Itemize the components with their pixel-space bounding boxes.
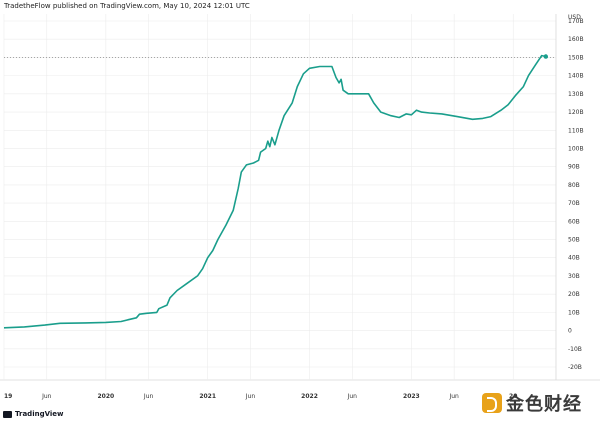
grid-lines bbox=[0, 14, 600, 381]
y-tick-label: 30B bbox=[568, 273, 580, 280]
x-tick-label: 2020 bbox=[97, 393, 114, 400]
y-tick-label: 130B bbox=[568, 91, 584, 98]
y-tick-label: 90B bbox=[568, 164, 580, 171]
x-axis: 19 Jun 2020 Jun 2021 Jun 2022 Jun 2023 Jun 20 bbox=[4, 393, 517, 400]
x-tick-label: Jun bbox=[448, 393, 459, 400]
x-tick-label: Jun bbox=[143, 393, 154, 400]
currency-label: USD bbox=[568, 14, 581, 21]
y-tick-label: 100B bbox=[568, 145, 584, 152]
x-tick-label: 2022 bbox=[301, 393, 318, 400]
y-tick-label: 150B bbox=[568, 54, 584, 61]
y-tick-label: 140B bbox=[568, 73, 584, 80]
watermark: 金色财经 bbox=[482, 390, 582, 416]
x-tick-label: 20 bbox=[509, 393, 517, 400]
tradingview-icon bbox=[3, 410, 12, 418]
x-tick-label: 2021 bbox=[199, 393, 216, 400]
y-tick-label: 80B bbox=[568, 182, 580, 189]
y-tick-label: 110B bbox=[568, 127, 584, 134]
jinse-logo-icon bbox=[482, 393, 502, 413]
chart-header: TradetheFlow published on TradingView.co… bbox=[4, 2, 250, 10]
y-tick-label: 20B bbox=[568, 291, 580, 298]
y-tick-label: 0 bbox=[568, 328, 572, 335]
y-tick-label: 10B bbox=[568, 309, 580, 316]
y-tick-label: 50B bbox=[568, 237, 580, 244]
y-axis: 170B 160B 150B 140B 130B 120B 110B 100B 90B 80B 70… bbox=[568, 18, 584, 371]
x-tick-label: Jun bbox=[347, 393, 358, 400]
y-tick-label: 160B bbox=[568, 36, 584, 43]
x-tick-label: Jun bbox=[41, 393, 52, 400]
y-tick-label: -10B bbox=[568, 346, 582, 353]
x-tick-label: Jun bbox=[245, 393, 256, 400]
x-tick-label: 19 bbox=[4, 393, 12, 400]
y-tick-label: 170B bbox=[568, 18, 584, 25]
y-tick-label: -20B bbox=[568, 364, 582, 371]
y-tick-label: 120B bbox=[568, 109, 584, 116]
tradingview-brand: TradingView bbox=[15, 410, 64, 418]
series-line bbox=[3, 54, 546, 329]
x-tick-label: 2023 bbox=[403, 393, 420, 400]
y-tick-label: 70B bbox=[568, 200, 580, 207]
tradingview-logo: TradingView bbox=[3, 409, 64, 419]
last-point bbox=[543, 54, 549, 59]
y-tick-label: 40B bbox=[568, 255, 580, 262]
y-tick-label: 60B bbox=[568, 218, 580, 225]
watermark-text: 金色财经 bbox=[506, 394, 582, 415]
